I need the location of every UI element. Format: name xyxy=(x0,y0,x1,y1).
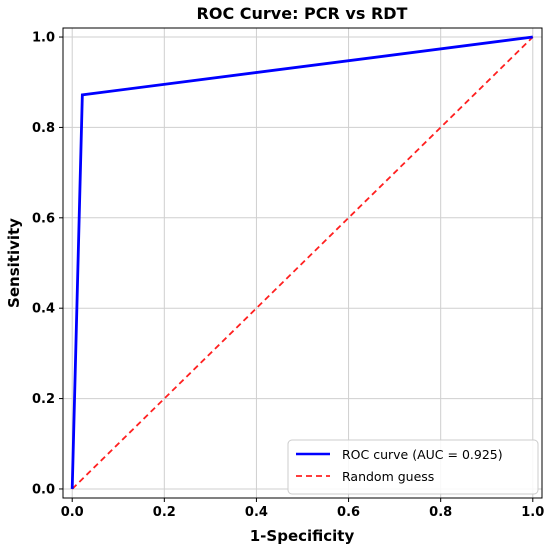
legend-label-random: Random guess xyxy=(342,469,434,484)
y-tick-label: 0.4 xyxy=(32,302,55,317)
y-tick-label: 0.6 xyxy=(32,211,55,226)
tick-layer: 0.0 0.2 0.4 0.6 0.8 1.0 0.0 0.2 0.4 0.6 0.8 1.0 xyxy=(32,31,544,520)
x-tick-label: 0.2 xyxy=(153,505,176,520)
legend-label-roc: ROC curve (AUC = 0.925) xyxy=(342,447,503,462)
y-tick-label: 0.8 xyxy=(32,121,55,136)
legend: ROC curve (AUC = 0.925) Random guess xyxy=(287,439,539,495)
plot-frame xyxy=(62,27,543,499)
y-axis-label: Sensitivity xyxy=(5,218,23,308)
x-axis-label: 1-Specificity xyxy=(250,527,355,545)
chart-title: ROC Curve: PCR vs RDT xyxy=(197,4,408,23)
y-tick-label: 1.0 xyxy=(32,31,55,46)
legend-box xyxy=(287,439,539,495)
x-tick-label: 0.4 xyxy=(245,505,268,520)
x-tick-label: 1.0 xyxy=(521,505,544,520)
x-tick-label: 0.0 xyxy=(61,505,84,520)
x-tick-label: 0.8 xyxy=(429,505,452,520)
y-tick-label: 0.2 xyxy=(32,392,55,407)
grid xyxy=(63,28,542,498)
random-guess-line xyxy=(71,36,534,490)
y-tick-label: 0.0 xyxy=(32,482,55,497)
roc-curve-line xyxy=(70,35,533,489)
x-tick-label: 0.6 xyxy=(337,505,360,520)
series-layer xyxy=(70,35,534,490)
